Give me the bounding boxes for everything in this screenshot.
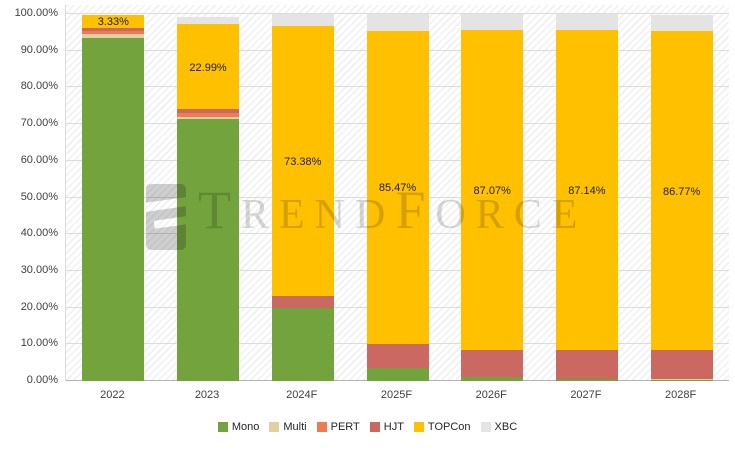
bar-segment-hjt-2026f [461, 349, 524, 378]
legend-label: PERT [330, 421, 360, 433]
bar-segment-multi-2028f [650, 379, 713, 380]
data-label-topcon-2024f: 73.38% [284, 155, 322, 168]
bar-segment-multi-2022 [82, 34, 145, 38]
legend-label: HJT [383, 421, 404, 433]
data-label-topcon-2026f: 87.07% [473, 185, 511, 198]
legend-label: TOPCon [427, 421, 471, 433]
bar-segment-mono-2026f [461, 377, 524, 381]
y-tick-label: 10.00% [20, 337, 58, 350]
bar-segment-topcon-2025f [366, 30, 429, 345]
y-tick-label: 20.00% [20, 300, 58, 313]
bar-segment-topcon-2028f [650, 31, 713, 350]
bar-segment-topcon-2023 [177, 24, 240, 109]
bar-segment-mono-2023 [177, 118, 240, 381]
bar-segment-hjt-2025f [366, 344, 429, 369]
y-tick-label: 100.00% [14, 7, 58, 19]
bar-segment-pert-2022 [82, 30, 145, 35]
x-tick-label: 2023 [194, 389, 220, 401]
x-tick-label: 2027F [570, 389, 602, 401]
bar-segment-multi-2023 [177, 117, 240, 119]
chart-legend: Mono Multi PERT HJT TOPCon XBC [0, 421, 735, 433]
legend-swatch-topcon [413, 422, 424, 432]
legend-item-mono: Mono [217, 421, 260, 433]
data-label-topcon-2022: 3.33% [97, 16, 129, 29]
bar-segment-hjt-2028f [650, 349, 713, 380]
legend-label: Multi [283, 421, 307, 433]
legend-swatch-pert [316, 422, 327, 432]
x-tick-label: 2025F [380, 389, 413, 401]
y-tick-label: 40.00% [20, 227, 58, 240]
y-tick-label: 0.00% [26, 374, 58, 386]
x-tick-label: 2028F [665, 389, 697, 401]
y-tick-label: 50.00% [20, 190, 58, 203]
bar-segment-hjt-2022 [82, 27, 145, 31]
legend-item-pert: PERT [316, 421, 360, 433]
bar-segment-topcon-2027f [555, 30, 618, 351]
gridline [66, 13, 729, 14]
bar-segment-mono-2027f [555, 379, 618, 381]
legend-label: XBC [494, 421, 518, 433]
bar-segment-hjt-2023 [177, 108, 240, 114]
bar-segment-xbc-2025f [366, 14, 429, 31]
legend-swatch-mono [217, 422, 228, 432]
data-label-topcon-2025f: 85.47% [378, 182, 417, 195]
y-tick-label: 80.00% [20, 80, 58, 93]
y-tick-label: 60.00% [20, 153, 58, 166]
bar-segment-mono-2024f [271, 307, 334, 381]
bar-segment-xbc-2024f [271, 14, 334, 27]
bar-segment-hjt-2024f [271, 295, 334, 308]
x-tick-label: 2022 [100, 389, 125, 401]
legend-item-multi: Multi [269, 421, 307, 433]
bar-segment-mono-2022 [82, 37, 145, 381]
x-tick-label: 2026F [475, 389, 507, 401]
legend-item-topcon: TOPCon [413, 421, 471, 433]
bar-segment-xbc-2027f [555, 14, 618, 31]
legend-swatch-hjt [369, 422, 380, 432]
bar-segment-mono-2025f [366, 368, 429, 381]
bar-segment-mono-2028f [650, 379, 713, 381]
legend-label: Mono [231, 421, 260, 433]
data-label-topcon-2028f: 86.77% [662, 185, 701, 198]
plot-area: 3.33% 22.99% 73.38% 85.47% 87.07% 87.14% 86.77… [65, 5, 729, 381]
bar-segment-topcon-2024f [271, 26, 334, 296]
y-tick-label: 70.00% [20, 117, 58, 130]
data-label-topcon-2027f: 87.14% [568, 185, 606, 198]
bar-segment-topcon-2026f [461, 30, 524, 350]
y-tick-label: 90.00% [20, 43, 58, 56]
bar-segment-xbc-2026f [461, 14, 524, 31]
bar-segment-xbc-2028f [650, 14, 713, 32]
x-tick-label: 2024F [286, 389, 318, 401]
legend-item-xbc: XBC [480, 421, 518, 433]
bar-segment-xbc-2023 [177, 17, 240, 25]
legend-item-hjt: HJT [369, 421, 404, 433]
bar-segment-pert-2023 [177, 113, 240, 118]
bar-segment-topcon-2022 [82, 15, 145, 28]
data-label-topcon-2023: 22.99% [189, 61, 227, 74]
bar-segment-hjt-2027f [555, 350, 618, 380]
legend-swatch-multi [269, 422, 280, 432]
y-tick-label: 30.00% [20, 263, 58, 276]
legend-swatch-xbc [480, 422, 491, 432]
